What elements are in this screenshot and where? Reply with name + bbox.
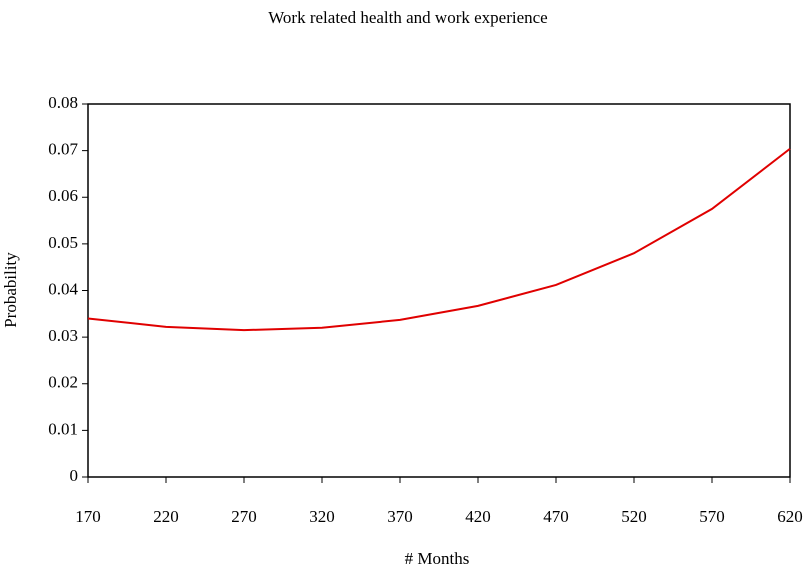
x-axis-label: # Months: [405, 549, 470, 568]
x-tick-label: 320: [309, 507, 335, 526]
y-axis-label: Probability: [1, 252, 20, 328]
x-tick-label: 220: [153, 507, 179, 526]
plot-frame: [87, 103, 791, 478]
x-tick-label: 270: [231, 507, 257, 526]
x-tick-label: 520: [621, 507, 647, 526]
y-tick-label: 0.07: [48, 140, 78, 159]
x-tick-label: 170: [75, 507, 101, 526]
x-tick-label: 370: [387, 507, 413, 526]
x-tick-label: 570: [699, 507, 725, 526]
x-tick-label: 420: [465, 507, 491, 526]
y-tick-label: 0.02: [48, 373, 78, 392]
y-tick-label: 0.03: [48, 326, 78, 345]
y-tick-label: 0.08: [48, 93, 78, 112]
chart-title: Work related health and work experience: [268, 8, 547, 27]
y-tick-label: 0.04: [48, 279, 78, 298]
x-tick-label: 620: [777, 507, 803, 526]
x-tick-label: 470: [543, 507, 569, 526]
y-tick-label: 0.05: [48, 233, 78, 252]
y-tick-label: 0.06: [48, 186, 78, 205]
y-tick-label: 0: [70, 466, 79, 485]
y-tick-label: 0.01: [48, 419, 78, 438]
data-line: [87, 147, 791, 332]
